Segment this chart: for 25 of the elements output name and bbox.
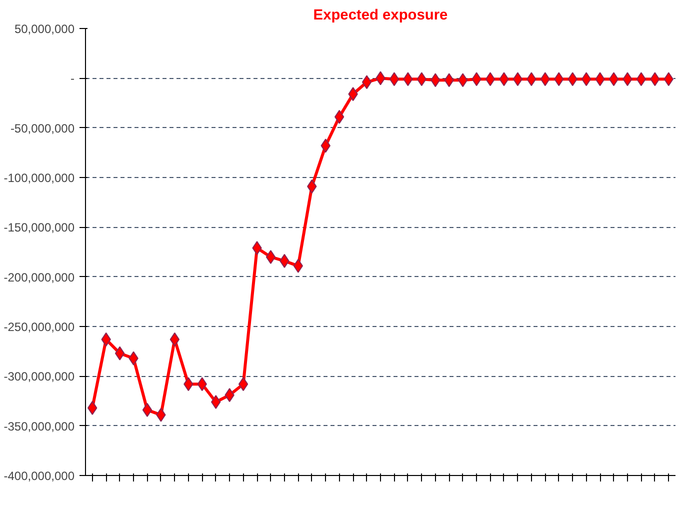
point xyxy=(389,72,400,86)
y-tick-label: -300,000,000 xyxy=(4,370,75,384)
point xyxy=(485,72,496,86)
point xyxy=(238,377,248,392)
point xyxy=(170,332,180,346)
chart-title: Expected exposure xyxy=(313,8,448,24)
point xyxy=(142,402,152,417)
point xyxy=(362,75,372,90)
y-tick-label: -50,000,000 xyxy=(10,121,75,136)
point xyxy=(114,346,125,360)
y-tick-label: -400,000,000 xyxy=(4,469,75,483)
point xyxy=(458,73,468,88)
point xyxy=(266,250,276,264)
y-tick-label: 50,000,000 xyxy=(14,22,75,36)
y-tick-label: -100,000,000 xyxy=(4,171,75,185)
y-tick-label: -150,000,000 xyxy=(4,220,75,235)
y-tick-label: -200,000,000 xyxy=(4,270,75,284)
point xyxy=(293,258,304,273)
point xyxy=(608,72,619,86)
y-tick-label: -250,000,000 xyxy=(4,320,75,334)
y-tick-label: -350,000,000 xyxy=(4,419,75,434)
point xyxy=(581,72,592,86)
point xyxy=(512,72,523,86)
y-tick-label: - xyxy=(70,72,75,86)
point xyxy=(636,72,646,86)
